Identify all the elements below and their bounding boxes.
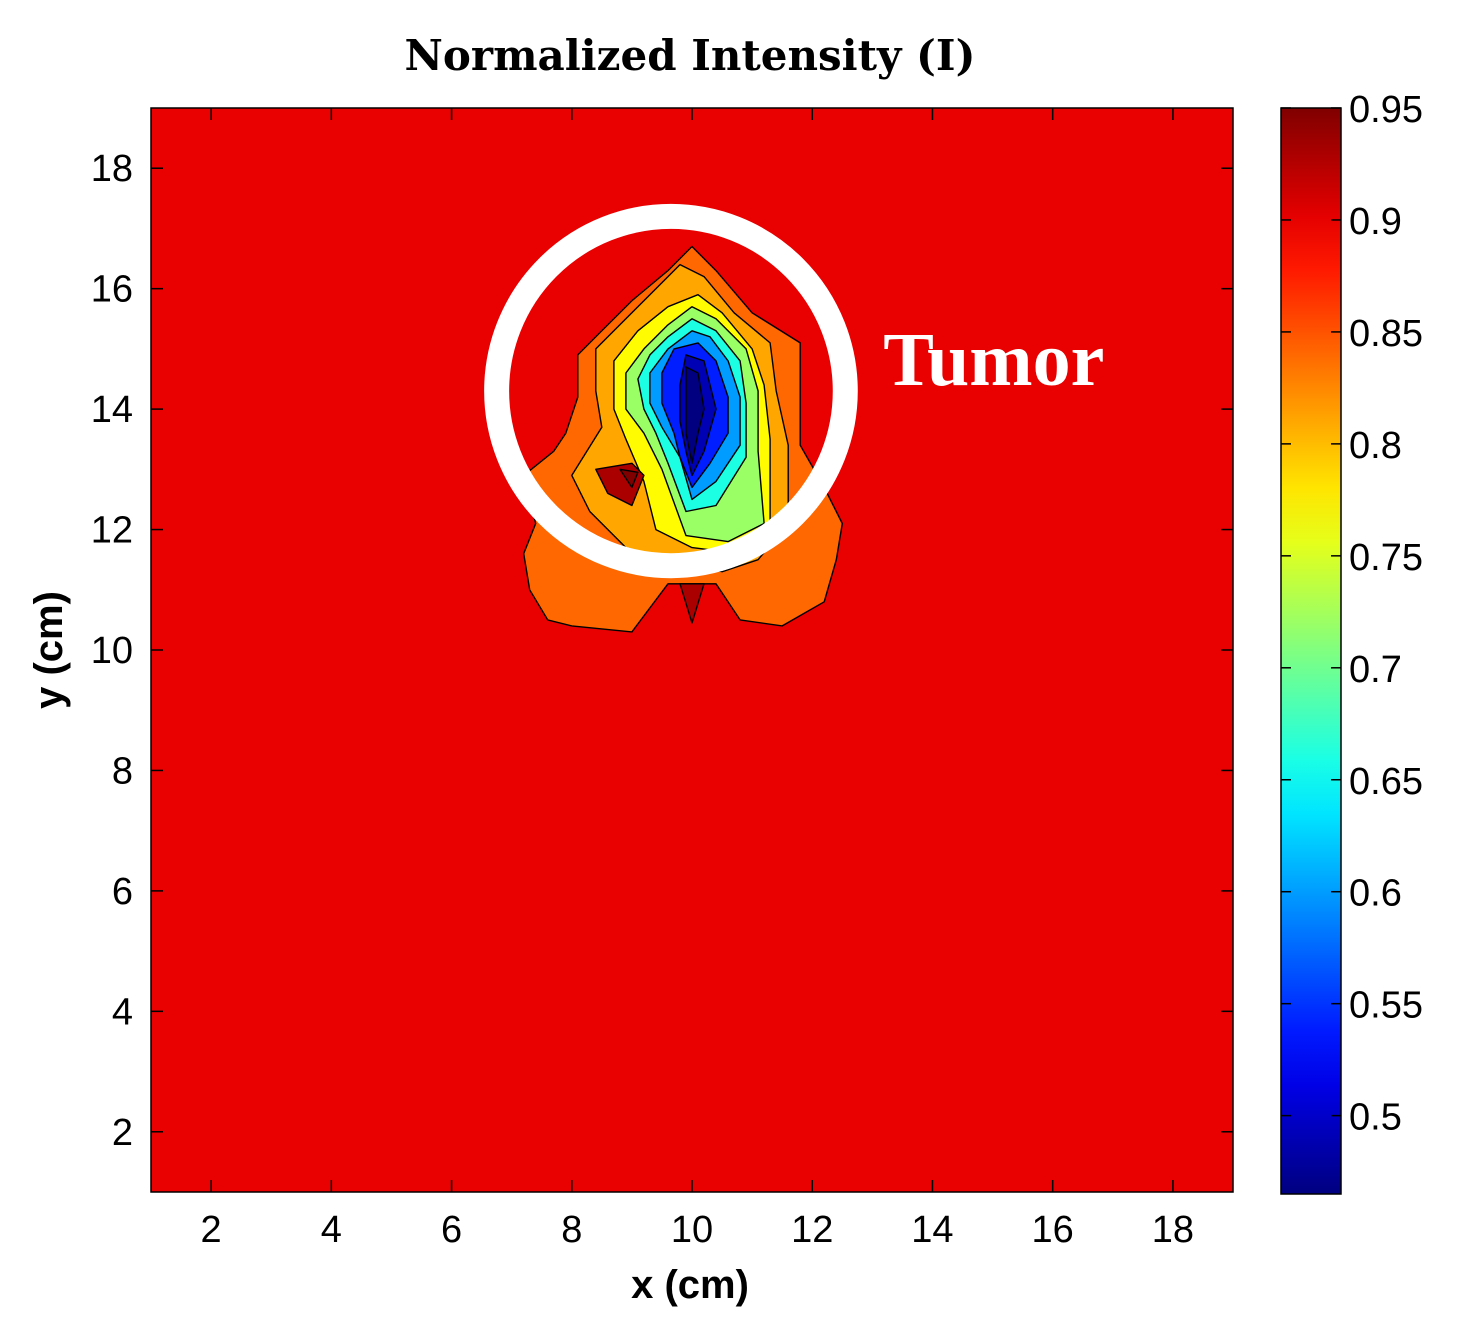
chart-title: Normalized Intensity (I) [405, 31, 976, 80]
x-tick-label: 8 [561, 1209, 582, 1251]
x-tick-label: 2 [201, 1209, 222, 1251]
y-axis-title: y (cm) [27, 591, 71, 709]
x-axis-title: x (cm) [631, 1263, 749, 1307]
y-tick-label: 16 [91, 269, 133, 311]
colorbar-gradient [1280, 107, 1342, 1195]
colorbar-tick-label: 0.7 [1349, 649, 1402, 691]
x-tick-label: 6 [441, 1209, 462, 1251]
tumor-label: Tumor [883, 318, 1104, 402]
axes: 2 4 6 8 10 12 14 16 18 2 4 6 8 10 12 14 16 18 [91, 107, 1234, 1251]
colorbar-tick-label: 0.75 [1349, 537, 1423, 579]
colorbar-tick-label: 0.8 [1349, 425, 1402, 467]
tumor-circle [484, 203, 858, 579]
x-tick-label: 4 [321, 1209, 342, 1251]
y-tick-label: 12 [91, 510, 133, 552]
plot-area: Tumor [151, 108, 1233, 1192]
x-tick-label: 14 [911, 1209, 953, 1251]
colorbar-tick-label: 0.95 [1349, 89, 1423, 131]
y-tick-label: 10 [91, 630, 133, 672]
y-tick-label: 8 [112, 750, 133, 792]
colorbar-tick-label: 0.6 [1349, 873, 1402, 915]
y-tick-label: 18 [91, 148, 133, 190]
contour-hot-spot-bottom [679, 583, 705, 624]
colorbar-tick-label: 0.65 [1349, 761, 1423, 803]
colorbar-tick-label: 0.5 [1349, 1097, 1402, 1139]
y-tick-label: 4 [112, 991, 133, 1033]
x-tick-label: 18 [1152, 1209, 1194, 1251]
y-tick-label: 14 [91, 389, 133, 431]
x-tick-label: 10 [671, 1209, 713, 1251]
y-tick-label: 2 [112, 1112, 133, 1154]
colorbar-tick-label: 0.55 [1349, 985, 1423, 1027]
x-tick-label: 16 [1032, 1209, 1074, 1251]
x-tick-label: 12 [791, 1209, 833, 1251]
colorbar: 0.5 0.55 0.6 0.65 0.7 0.75 0.8 0.85 0.9 0.95 [1280, 89, 1423, 1195]
y-tick-label: 6 [112, 871, 133, 913]
contour-hot-spot-left-core [619, 468, 639, 489]
colorbar-tick-label: 0.85 [1349, 313, 1423, 355]
colorbar-tick-label: 0.9 [1349, 201, 1402, 243]
contour-core [685, 366, 705, 464]
